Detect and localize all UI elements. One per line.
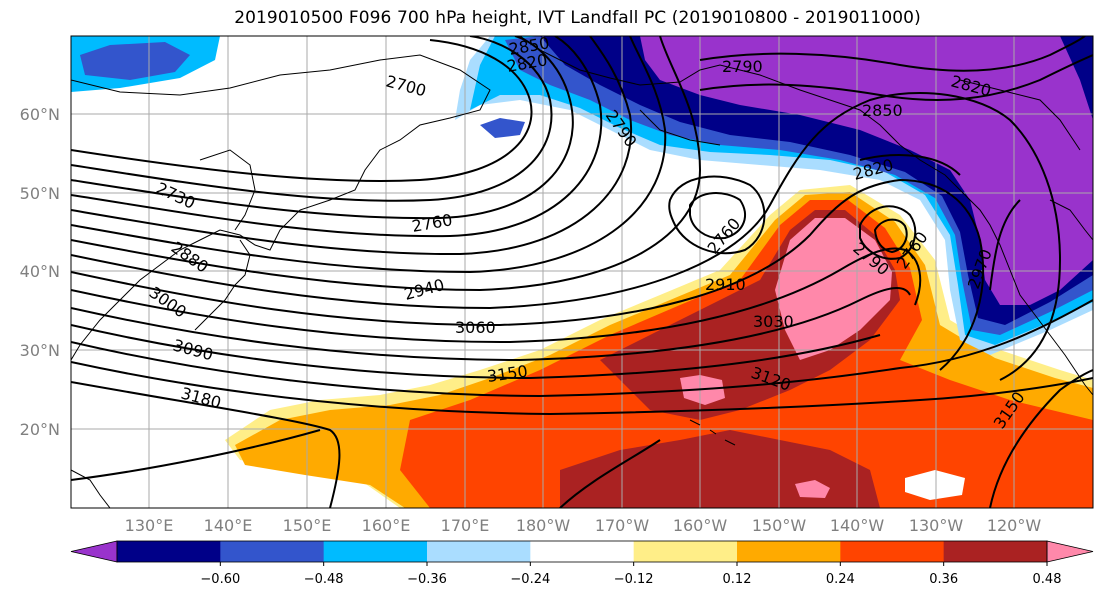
colorbar-segment xyxy=(840,541,945,562)
lat-label: 30°N xyxy=(20,341,60,360)
lon-label: 170°W xyxy=(595,516,650,535)
lat-label: 20°N xyxy=(20,420,60,439)
colorbar-tick-label: 0.48 xyxy=(1033,572,1062,587)
contour-label: 3030 xyxy=(753,312,794,331)
colorbar-tick-label: −0.60 xyxy=(200,572,240,587)
contour-label: 2910 xyxy=(705,275,746,294)
lon-label: 160°W xyxy=(673,516,728,535)
colorbar-tick-label: −0.12 xyxy=(614,572,654,587)
height-contours xyxy=(71,36,1093,508)
lat-label: 50°N xyxy=(20,184,60,203)
colorbar-extension-high xyxy=(1046,540,1094,563)
longitude-labels: 130°E 140°E 150°E 160°E 170°E 180°W 170°… xyxy=(125,516,1042,535)
lon-label: 150°W xyxy=(752,516,807,535)
colorbar: −0.60 −0.48 −0.36 −0.24 −0.12 0.12 0.24 0.36 0.4… xyxy=(70,540,1094,587)
contour-label: 2850 xyxy=(862,101,903,120)
colorbar-tick-label: 0.36 xyxy=(929,572,958,587)
colorbar-segment xyxy=(633,541,738,562)
lon-label: 160°E xyxy=(362,516,411,535)
lon-label: 130°W xyxy=(909,516,964,535)
colorbar-segment xyxy=(427,541,531,562)
lon-label: 140°E xyxy=(204,516,253,535)
lat-label: 40°N xyxy=(20,262,60,281)
colorbar-segment xyxy=(117,541,221,562)
colorbar-segment xyxy=(530,541,635,562)
map-frame xyxy=(70,35,1094,509)
colorbar-frame xyxy=(116,540,1048,563)
contour-label: 3060 xyxy=(455,318,496,337)
contour-label: 2850 xyxy=(507,33,550,59)
contour-label: 2790 xyxy=(722,57,763,76)
lon-label: 130°E xyxy=(125,516,174,535)
colorbar-tick-label: 0.12 xyxy=(723,572,752,587)
lon-label: 140°W xyxy=(830,516,885,535)
lon-label: 150°E xyxy=(283,516,332,535)
map-field: 2850 2820 2700 2790 2790 2820 2850 2730 … xyxy=(71,33,1093,508)
colorbar-segment xyxy=(220,541,325,562)
latitude-labels: 60°N 50°N 40°N 30°N 20°N xyxy=(20,105,60,439)
colorbar-tick-label: −0.48 xyxy=(304,572,344,587)
colorbar-extension-low xyxy=(70,540,118,563)
colorbar-segment xyxy=(323,541,428,562)
lat-label: 60°N xyxy=(20,105,60,124)
colorbar-tick-label: 0.24 xyxy=(826,572,855,587)
lon-label: 170°E xyxy=(441,516,490,535)
lon-label: 180°W xyxy=(516,516,571,535)
figure-title: 2019010500 F096 700 hPa height, IVT Land… xyxy=(234,8,921,28)
colorbar-segment xyxy=(943,541,1048,562)
colorbar-segment xyxy=(737,541,841,562)
graticule xyxy=(71,36,1093,508)
colorbar-tick-label: −0.36 xyxy=(407,572,447,587)
lon-label: 120°W xyxy=(987,516,1042,535)
colorbar-tick-label: −0.24 xyxy=(510,572,550,587)
